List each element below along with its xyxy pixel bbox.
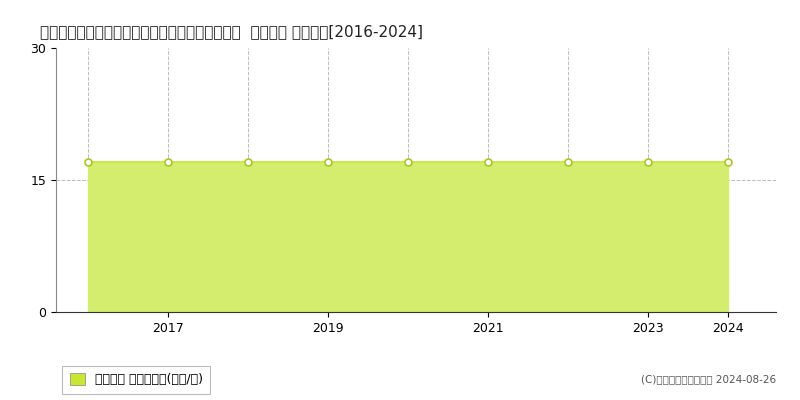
Legend: 地価公示 平均坪単価(万円/坪): 地価公示 平均坪単価(万円/坪) [62, 366, 210, 394]
Text: (C)土地価格ドットコム 2024-08-26: (C)土地価格ドットコム 2024-08-26 [641, 374, 776, 384]
Text: 愛知県丹羽郡扶桑町大字高雄字南羽根４３番１１  地価公示 地価推移[2016-2024]: 愛知県丹羽郡扶桑町大字高雄字南羽根４３番１１ 地価公示 地価推移[2016-20… [40, 24, 423, 39]
